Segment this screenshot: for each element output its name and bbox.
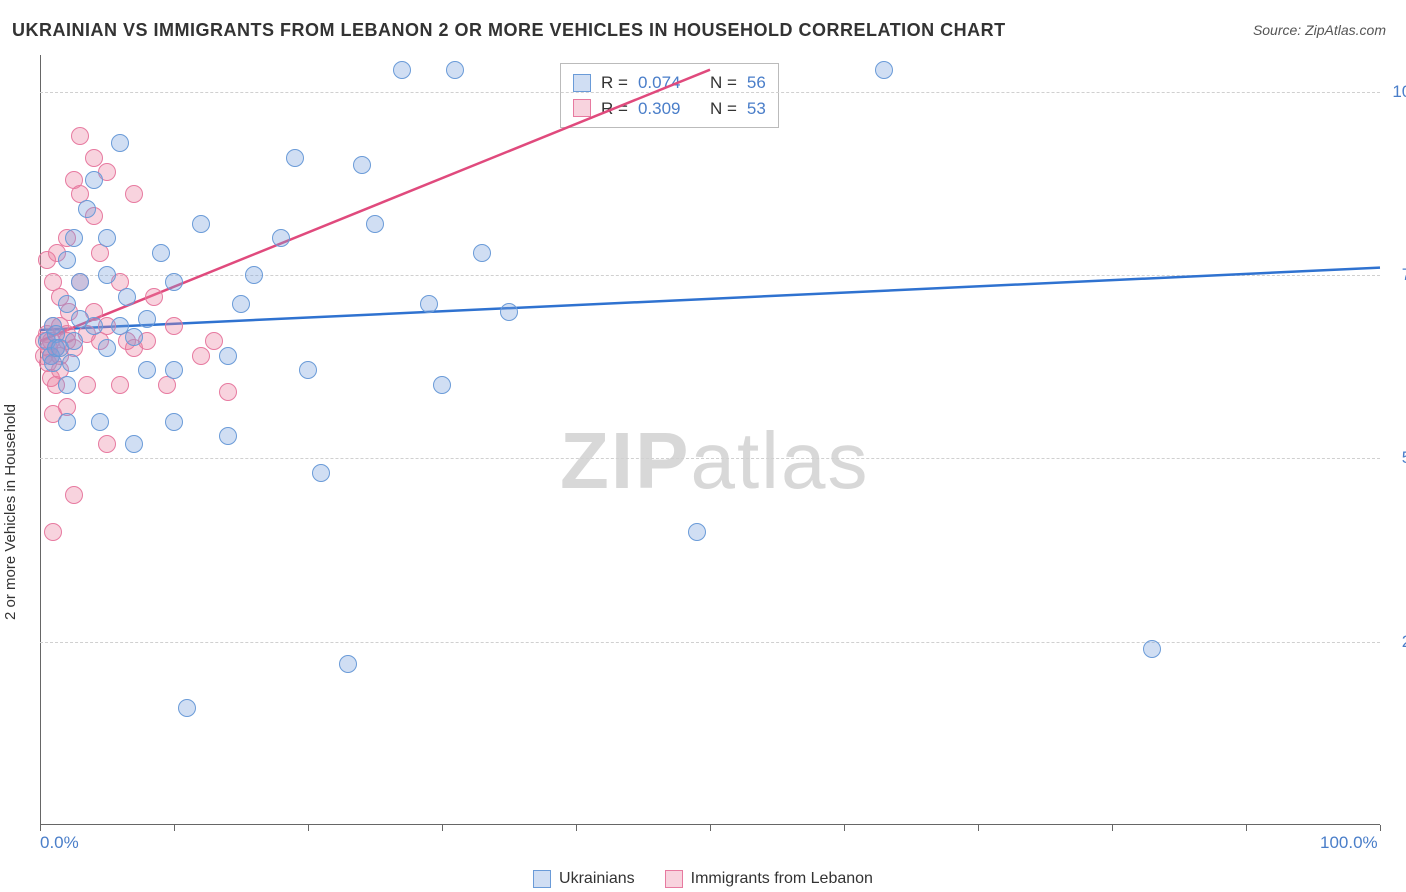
data-point <box>219 347 237 365</box>
data-point <box>165 317 183 335</box>
data-point <box>875 61 893 79</box>
data-point <box>65 229 83 247</box>
data-point <box>433 376 451 394</box>
data-point <box>44 523 62 541</box>
legend-swatch-ukrainians <box>533 870 551 888</box>
data-point <box>272 229 290 247</box>
data-point <box>312 464 330 482</box>
data-point <box>85 149 103 167</box>
x-tick <box>710 825 711 831</box>
data-point <box>98 266 116 284</box>
data-point <box>393 61 411 79</box>
y-tick-label: 50.0% <box>1402 448 1406 468</box>
x-tick <box>1246 825 1247 831</box>
data-point <box>98 339 116 357</box>
data-point <box>85 171 103 189</box>
y-tick-label: 100.0% <box>1392 82 1406 102</box>
data-point <box>118 288 136 306</box>
x-tick-label: 0.0% <box>40 833 79 853</box>
data-point <box>65 486 83 504</box>
x-tick <box>308 825 309 831</box>
data-point <box>500 303 518 321</box>
data-point <box>688 523 706 541</box>
data-point <box>138 361 156 379</box>
chart-title: UKRAINIAN VS IMMIGRANTS FROM LEBANON 2 O… <box>12 20 1006 41</box>
x-tick <box>1380 825 1381 831</box>
data-point <box>219 383 237 401</box>
data-point <box>339 655 357 673</box>
x-tick <box>40 825 41 831</box>
data-point <box>78 200 96 218</box>
data-point <box>98 229 116 247</box>
legend-item-ukrainians: Ukrainians <box>533 870 635 888</box>
data-point <box>178 699 196 717</box>
x-tick <box>978 825 979 831</box>
legend-item-lebanon: Immigrants from Lebanon <box>665 870 873 888</box>
data-point <box>78 376 96 394</box>
data-point <box>473 244 491 262</box>
data-point <box>286 149 304 167</box>
data-point <box>366 215 384 233</box>
data-point <box>71 273 89 291</box>
data-point <box>58 413 76 431</box>
scatter-plot: ZIPatlas R =0.074 N =56R =0.309 N =53 25… <box>40 55 1380 825</box>
data-point <box>111 134 129 152</box>
legend-swatch-lebanon <box>665 870 683 888</box>
data-point <box>58 251 76 269</box>
data-point <box>125 328 143 346</box>
y-tick-label: 75.0% <box>1402 265 1406 285</box>
data-point <box>138 310 156 328</box>
data-point <box>420 295 438 313</box>
data-point <box>98 435 116 453</box>
data-point <box>245 266 263 284</box>
data-point <box>125 185 143 203</box>
trend-lines <box>40 55 1380 825</box>
data-point <box>446 61 464 79</box>
data-point <box>71 127 89 145</box>
data-point <box>145 288 163 306</box>
data-point <box>165 273 183 291</box>
data-point <box>1143 640 1161 658</box>
legend: Ukrainians Immigrants from Lebanon <box>0 870 1406 888</box>
x-tick <box>576 825 577 831</box>
data-point <box>91 413 109 431</box>
source-attribution: Source: ZipAtlas.com <box>1253 22 1386 38</box>
x-tick-label: 100.0% <box>1320 833 1378 853</box>
data-point <box>205 332 223 350</box>
x-tick <box>174 825 175 831</box>
data-point <box>232 295 250 313</box>
data-point <box>165 361 183 379</box>
data-point <box>192 347 210 365</box>
data-point <box>192 215 210 233</box>
data-point <box>125 435 143 453</box>
data-point <box>111 376 129 394</box>
data-point <box>62 354 80 372</box>
data-point <box>58 376 76 394</box>
trend-line <box>40 70 710 341</box>
y-axis-label: 2 or more Vehicles in Household <box>2 404 19 620</box>
y-tick-label: 25.0% <box>1402 632 1406 652</box>
data-point <box>65 332 83 350</box>
legend-label-ukrainians: Ukrainians <box>559 870 635 888</box>
data-point <box>353 156 371 174</box>
data-point <box>165 413 183 431</box>
x-tick <box>844 825 845 831</box>
data-point <box>152 244 170 262</box>
legend-label-lebanon: Immigrants from Lebanon <box>691 870 873 888</box>
x-tick <box>442 825 443 831</box>
x-tick <box>1112 825 1113 831</box>
data-point <box>299 361 317 379</box>
data-point <box>85 317 103 335</box>
data-point <box>58 295 76 313</box>
data-point <box>219 427 237 445</box>
